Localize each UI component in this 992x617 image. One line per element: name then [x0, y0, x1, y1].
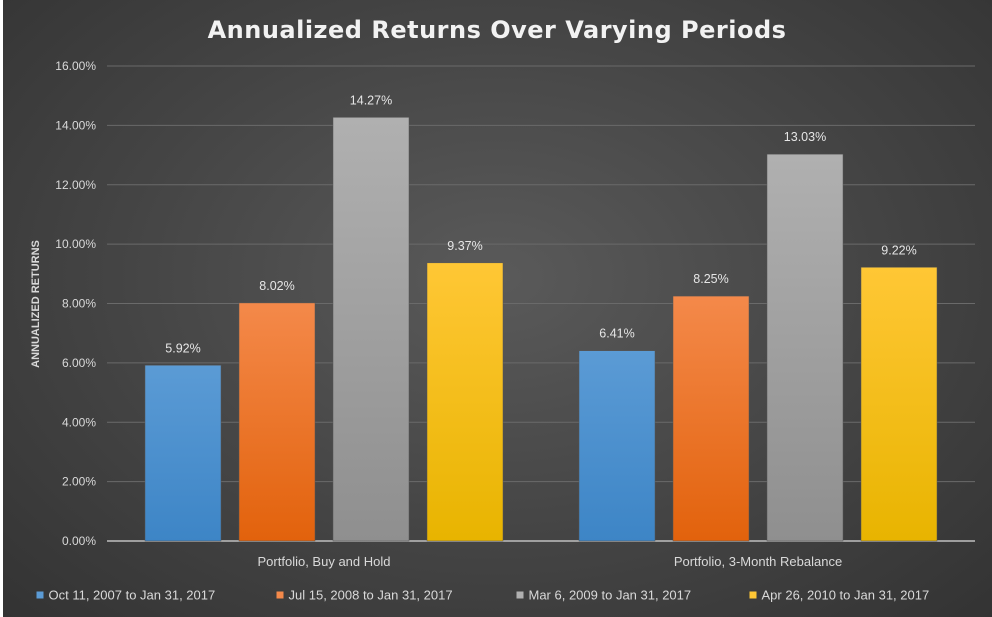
- data-label: 14.27%: [350, 93, 392, 107]
- bar: [238, 302, 316, 542]
- chart-area: Annualized Returns Over Varying Periods …: [3, 0, 992, 617]
- legend-entry: Oct 11, 2007 to Jan 31, 2017: [49, 588, 216, 603]
- bar: [860, 267, 938, 542]
- data-labels: 5.92% 8.02% 14.27% 9.37% 6.41% 8.25% 13.03% 9.2…: [165, 93, 916, 355]
- bar: [144, 365, 222, 542]
- legend-entry: Mar 6, 2009 to Jan 31, 2017: [529, 588, 692, 603]
- y-tick-label: 0.00%: [62, 534, 96, 548]
- data-label: 8.02%: [259, 279, 294, 293]
- y-tick-label: 4.00%: [62, 415, 96, 429]
- legend-swatch: [749, 591, 757, 599]
- gridlines: [107, 65, 975, 542]
- y-tick-label: 16.00%: [55, 59, 96, 73]
- bar: [332, 117, 410, 542]
- category-label: Portfolio, Buy and Hold: [258, 554, 391, 569]
- data-label: 9.22%: [881, 243, 916, 257]
- data-label: 8.25%: [693, 272, 728, 286]
- bar: [426, 262, 504, 542]
- y-tick-label: 14.00%: [55, 118, 96, 132]
- category-label: Portfolio, 3-Month Rebalance: [674, 554, 842, 569]
- legend-swatch: [516, 591, 524, 599]
- bar-chart: Annualized Returns Over Varying Periods …: [30, 16, 975, 603]
- data-label: 9.37%: [447, 239, 482, 253]
- y-tick-label: 10.00%: [55, 237, 96, 251]
- legend-entry: Jul 15, 2008 to Jan 31, 2017: [289, 588, 453, 603]
- chart-title: Annualized Returns Over Varying Periods: [208, 16, 787, 44]
- x-axis-categories: Portfolio, Buy and Hold Portfolio, 3-Mont…: [258, 554, 843, 569]
- data-label: 5.92%: [165, 341, 200, 355]
- data-label: 6.41%: [599, 327, 634, 341]
- y-axis-label: ANNUALIZED RETURNS: [30, 240, 42, 368]
- bar: [766, 153, 844, 542]
- bar: [578, 350, 656, 542]
- legend: Oct 11, 2007 to Jan 31, 2017 Jul 15, 2008…: [36, 588, 930, 603]
- legend-entry: Apr 26, 2010 to Jan 31, 2017: [762, 588, 930, 603]
- bar: [672, 295, 750, 542]
- legend-swatch: [36, 591, 44, 599]
- y-axis-ticks: 0.00% 2.00% 4.00% 6.00% 8.00% 10.00% 12.00% 14.…: [55, 59, 96, 548]
- y-tick-label: 2.00%: [62, 475, 96, 489]
- data-label: 13.03%: [784, 130, 826, 144]
- y-tick-label: 8.00%: [62, 297, 96, 311]
- legend-swatch: [276, 591, 284, 599]
- y-tick-label: 6.00%: [62, 356, 96, 370]
- bars: [144, 117, 938, 542]
- y-tick-label: 12.00%: [55, 178, 96, 192]
